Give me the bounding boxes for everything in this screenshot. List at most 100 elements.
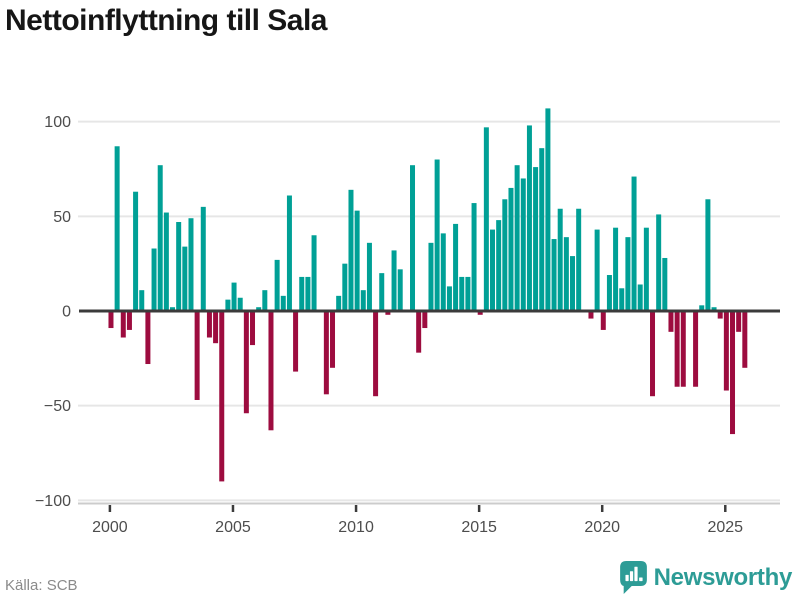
bar-q83 bbox=[619, 288, 625, 311]
bar-q59 bbox=[471, 203, 477, 311]
bar-q103 bbox=[742, 311, 748, 368]
bar-q20 bbox=[231, 282, 237, 311]
bar-q43 bbox=[373, 311, 379, 397]
bar-q93 bbox=[680, 311, 686, 387]
chart-footer: Källa: SCB Newsworthy bbox=[0, 561, 800, 596]
bar-q85 bbox=[631, 176, 637, 311]
bar-q29 bbox=[286, 195, 292, 311]
bar-q87 bbox=[643, 227, 649, 311]
bar-q21 bbox=[237, 297, 243, 311]
bar-q74 bbox=[563, 237, 569, 311]
bar-q36 bbox=[330, 311, 336, 368]
y-tick-label--100: −100 bbox=[35, 493, 71, 510]
x-tick-label-2005: 2005 bbox=[215, 519, 251, 536]
bar-q8 bbox=[157, 165, 163, 311]
bar-q76 bbox=[576, 208, 582, 311]
bar-q88 bbox=[650, 311, 656, 397]
bar-q78 bbox=[588, 311, 594, 319]
bar-q23 bbox=[250, 311, 256, 346]
bar-q22 bbox=[243, 311, 249, 414]
bar-q73 bbox=[557, 208, 563, 311]
bar-q101 bbox=[730, 311, 736, 435]
bar-q66 bbox=[514, 165, 520, 311]
bar-q33 bbox=[311, 235, 317, 311]
chart-title: Nettoinflyttning till Sala bbox=[5, 4, 328, 37]
bar-q63 bbox=[496, 220, 502, 311]
bar-q86 bbox=[637, 284, 643, 311]
bar-q102 bbox=[736, 311, 742, 332]
bar-q17 bbox=[213, 311, 219, 344]
bar-q3 bbox=[126, 311, 132, 330]
bar-q47 bbox=[397, 269, 403, 311]
x-tick-label-2000: 2000 bbox=[92, 519, 128, 536]
bar-q69 bbox=[533, 167, 539, 311]
bar-q35 bbox=[323, 311, 329, 395]
bar-q16 bbox=[206, 311, 212, 338]
x-tick-label-2020: 2020 bbox=[584, 519, 620, 536]
x-tick-label-2010: 2010 bbox=[338, 519, 374, 536]
bar-q60 bbox=[477, 311, 483, 315]
bar-q37 bbox=[336, 295, 342, 311]
bar-q19 bbox=[225, 299, 231, 311]
bar-q39 bbox=[348, 189, 354, 311]
bar-q65 bbox=[508, 187, 514, 311]
bar-q62 bbox=[490, 229, 496, 311]
bar-q53 bbox=[434, 159, 440, 311]
bar-q2 bbox=[120, 311, 126, 338]
bar-q49 bbox=[410, 165, 416, 311]
x-tick-label-2025: 2025 bbox=[707, 519, 743, 536]
bar-q89 bbox=[656, 214, 662, 311]
bar-q6 bbox=[145, 311, 151, 365]
source-label: Källa: SCB bbox=[5, 577, 78, 594]
bar-q67 bbox=[520, 178, 526, 311]
bar-q95 bbox=[693, 311, 699, 387]
bar-q58 bbox=[465, 276, 471, 311]
bar-q30 bbox=[293, 311, 299, 372]
bar-q7 bbox=[151, 248, 157, 311]
bar-q82 bbox=[613, 227, 619, 311]
bar-q9 bbox=[163, 212, 169, 311]
bar-q44 bbox=[379, 273, 385, 311]
bar-q5 bbox=[139, 290, 145, 311]
bar-q96 bbox=[699, 305, 705, 311]
bar-q56 bbox=[453, 223, 459, 311]
bar-q26 bbox=[268, 311, 274, 431]
bar-q10 bbox=[170, 307, 176, 311]
newsworthy-logo: Newsworthy bbox=[619, 561, 793, 594]
bar-q46 bbox=[391, 250, 397, 311]
x-tick-label-2015: 2015 bbox=[461, 519, 497, 536]
bar-q52 bbox=[428, 242, 434, 311]
bar-q75 bbox=[570, 256, 576, 311]
bar-q51 bbox=[422, 311, 428, 329]
bar-q14 bbox=[194, 311, 200, 400]
y-tick-label-50: 50 bbox=[53, 209, 71, 226]
bar-q81 bbox=[606, 275, 612, 311]
bar-q79 bbox=[594, 229, 600, 311]
bar-q68 bbox=[526, 125, 532, 311]
bar-q0 bbox=[108, 311, 114, 329]
bar-q41 bbox=[360, 290, 366, 311]
y-tick-label-100: 100 bbox=[44, 114, 71, 131]
bar-q99 bbox=[717, 311, 723, 319]
bar-q91 bbox=[668, 311, 674, 332]
bar-q98 bbox=[711, 307, 717, 311]
bar-q13 bbox=[188, 218, 194, 311]
bar-q80 bbox=[600, 311, 606, 330]
bar-q45 bbox=[385, 311, 391, 315]
newsworthy-logo-text: Newsworthy bbox=[653, 563, 793, 591]
bar-q31 bbox=[299, 276, 305, 311]
bar-q70 bbox=[539, 148, 545, 311]
y-tick-label--50: −50 bbox=[44, 398, 71, 415]
bar-q64 bbox=[502, 199, 508, 311]
bar-q61 bbox=[483, 127, 489, 311]
bar-q57 bbox=[459, 276, 465, 311]
bar-q32 bbox=[305, 276, 311, 311]
bar-q38 bbox=[342, 263, 348, 311]
bar-q40 bbox=[354, 210, 360, 311]
bar-q90 bbox=[662, 257, 668, 311]
bar-q12 bbox=[182, 246, 188, 311]
bar-q18 bbox=[219, 311, 225, 482]
bar-q84 bbox=[625, 237, 631, 311]
